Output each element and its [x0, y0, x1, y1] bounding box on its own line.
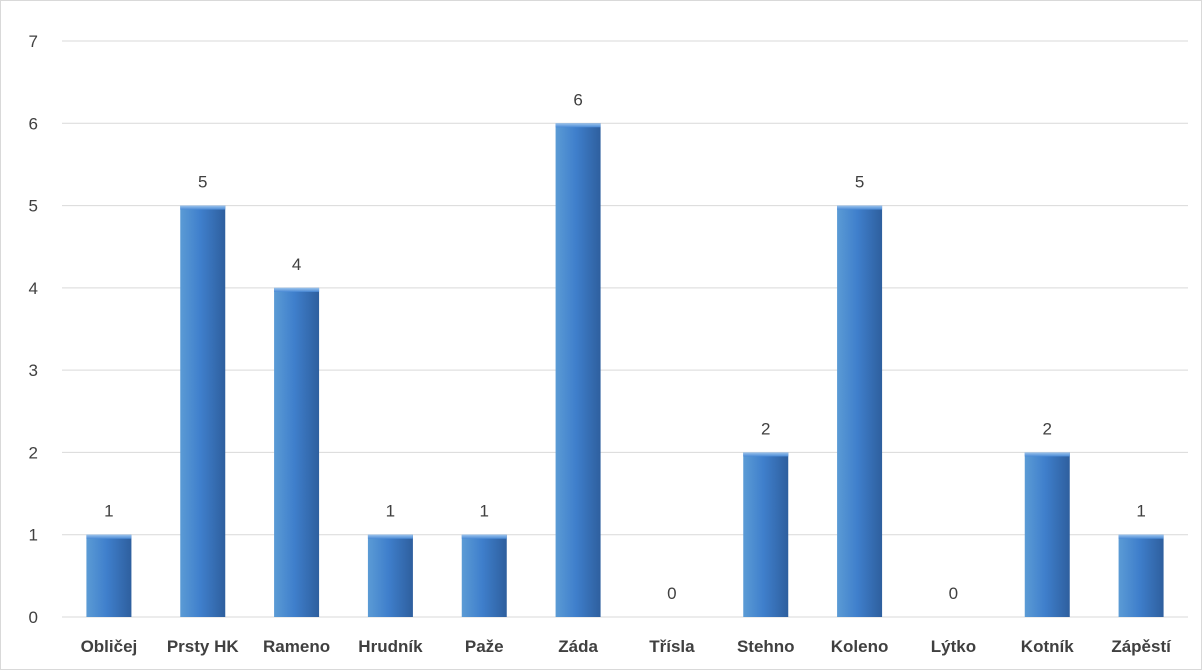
data-label: 4: [292, 255, 301, 274]
y-axis-tick-labels: 0 1 2 3 4 5 6 7: [29, 32, 38, 627]
category-label: Rameno: [263, 637, 330, 656]
y-tick-label: 5: [29, 197, 38, 216]
y-tick-label: 1: [29, 526, 38, 545]
gridlines: [62, 40, 1188, 618]
data-label: 5: [198, 173, 207, 192]
bar-highlight: [367, 534, 413, 539]
category-label: Paže: [465, 637, 504, 656]
category-label: Obličej: [81, 637, 138, 656]
category-label: Hrudník: [358, 637, 423, 656]
bar: [274, 287, 320, 617]
x-axis-category-labels: Obličej Prsty HK Rameno Hrudník Paže Záda Třís…: [81, 637, 1173, 656]
data-label: 2: [1043, 419, 1052, 438]
bar: [555, 123, 601, 618]
bar-highlight: [555, 123, 601, 128]
data-label: 1: [386, 502, 395, 521]
data-labels: 1 5 4 1 1 6 0 2 5 0 2 1: [104, 90, 1146, 603]
bar-highlight: [1024, 452, 1070, 457]
bar-highlight: [837, 205, 883, 210]
data-label: 6: [573, 90, 582, 109]
bar: [1024, 452, 1070, 617]
bar-highlight: [743, 452, 789, 457]
category-label: Prsty HK: [167, 637, 240, 656]
data-label: 5: [855, 173, 864, 192]
data-label: 0: [667, 584, 676, 603]
y-tick-label: 2: [29, 443, 38, 462]
category-label: Kotník: [1021, 637, 1074, 656]
bar-highlight: [86, 534, 132, 539]
category-label: Záda: [558, 637, 598, 656]
data-label: 1: [480, 502, 489, 521]
bar: [1118, 534, 1164, 617]
bar: [461, 534, 507, 617]
category-label: Stehno: [737, 637, 795, 656]
category-label: Třísla: [649, 637, 695, 656]
y-tick-label: 7: [29, 32, 38, 51]
bars: [86, 123, 1164, 618]
y-tick-label: 6: [29, 114, 38, 133]
y-tick-label: 3: [29, 361, 38, 380]
data-label: 1: [104, 502, 113, 521]
category-label: Koleno: [831, 637, 889, 656]
y-tick-label: 4: [29, 279, 38, 298]
data-label: 1: [1136, 502, 1145, 521]
bar-highlight: [461, 534, 507, 539]
bar-highlight: [274, 287, 320, 292]
bar: [86, 534, 132, 617]
bar: [743, 452, 789, 617]
category-label: Zápěstí: [1111, 637, 1172, 656]
y-tick-label: 0: [29, 608, 38, 627]
data-label: 0: [949, 584, 958, 603]
category-label: Lýtko: [931, 637, 976, 656]
bar: [367, 534, 413, 617]
bar-highlight: [1118, 534, 1164, 539]
bar: [837, 205, 883, 618]
bar-highlight: [180, 205, 226, 210]
data-label: 2: [761, 419, 770, 438]
bar: [180, 205, 226, 618]
